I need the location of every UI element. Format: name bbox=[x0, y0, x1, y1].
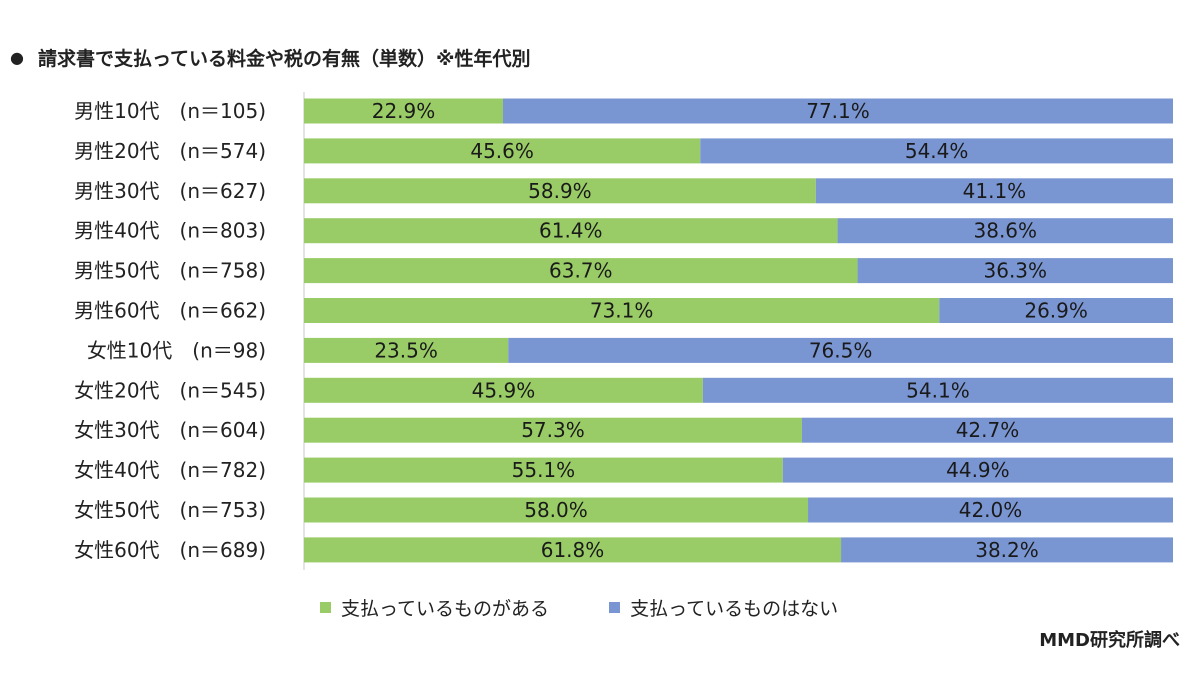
data-label-not-paying: 36.3% bbox=[984, 259, 1048, 283]
category-label: 男性60代 (n＝662) bbox=[74, 299, 266, 323]
data-label-paying: 45.9% bbox=[472, 378, 536, 402]
data-label-not-paying: 42.0% bbox=[959, 498, 1023, 522]
data-label-not-paying: 42.7% bbox=[956, 418, 1020, 442]
data-label-paying: 23.5% bbox=[374, 338, 438, 362]
legend-swatch-paying bbox=[320, 602, 331, 613]
bar-not-paying bbox=[503, 98, 1174, 124]
bar-paying bbox=[304, 218, 838, 244]
legend-label-not-paying: 支払っているものはない bbox=[630, 598, 839, 620]
data-label-paying: 63.7% bbox=[549, 259, 613, 283]
data-label-paying: 45.6% bbox=[470, 139, 534, 163]
data-label-not-paying: 77.1% bbox=[806, 99, 870, 123]
bar-paying bbox=[304, 377, 703, 403]
bar-paying bbox=[304, 337, 509, 363]
category-label: 女性60代 (n＝689) bbox=[74, 538, 266, 562]
source-credit: MMD研究所調べ bbox=[1039, 630, 1180, 651]
category-label: 男性10代 (n＝105) bbox=[74, 99, 266, 123]
data-label-paying: 61.8% bbox=[541, 538, 605, 562]
category-label: 女性40代 (n＝782) bbox=[74, 458, 266, 482]
data-label-not-paying: 38.2% bbox=[975, 538, 1039, 562]
bar-not-paying bbox=[801, 417, 1173, 443]
bar-not-paying bbox=[508, 337, 1174, 363]
bar-not-paying bbox=[782, 457, 1173, 483]
bar-paying bbox=[304, 497, 809, 523]
chart-title-text: 請求書で支払っている料金や税の有無（単数）※性年代別 bbox=[37, 47, 531, 70]
bar-not-paying bbox=[815, 178, 1173, 204]
data-label-paying: 58.9% bbox=[528, 179, 592, 203]
chart-title: ● 請求書で支払っている料金や税の有無（単数）※性年代別 bbox=[10, 42, 531, 72]
data-label-paying: 73.1% bbox=[590, 299, 654, 323]
data-label-not-paying: 54.4% bbox=[905, 139, 969, 163]
data-label-paying: 55.1% bbox=[512, 458, 576, 482]
bar-not-paying bbox=[702, 377, 1173, 403]
category-label: 男性50代 (n＝758) bbox=[74, 259, 266, 283]
category-label: 女性50代 (n＝753) bbox=[74, 498, 266, 522]
data-label-not-paying: 44.9% bbox=[946, 458, 1010, 482]
bar-not-paying bbox=[939, 298, 1173, 323]
bar-paying bbox=[304, 417, 802, 443]
category-label: 女性20代 (n＝545) bbox=[74, 378, 266, 402]
bar-not-paying bbox=[841, 537, 1173, 563]
bar-not-paying bbox=[808, 497, 1173, 523]
bar-not-paying bbox=[837, 218, 1173, 244]
bar-paying bbox=[304, 298, 940, 323]
data-label-paying: 57.3% bbox=[521, 418, 585, 442]
bar-not-paying bbox=[700, 138, 1173, 164]
legend-item-paying: 支払っているものがある bbox=[320, 594, 549, 621]
legend: 支払っているものがある 支払っているものはない bbox=[320, 594, 838, 621]
data-label-not-paying: 41.1% bbox=[963, 179, 1027, 203]
stacked-bar-chart: 男性10代 (n＝105) 22.9% 77.1% 男性20代 (n＝574) 45.6… bbox=[74, 92, 1174, 570]
legend-item-not-paying: 支払っているものはない bbox=[609, 594, 838, 621]
bar-not-paying bbox=[857, 258, 1173, 284]
data-label-not-paying: 76.5% bbox=[809, 338, 873, 362]
category-label: 女性30代 (n＝604) bbox=[74, 418, 266, 442]
category-label: 男性30代 (n＝627) bbox=[74, 179, 266, 203]
legend-label-paying: 支払っているものがある bbox=[341, 598, 550, 620]
data-label-not-paying: 26.9% bbox=[1024, 299, 1088, 323]
category-label: 男性40代 (n＝803) bbox=[74, 219, 266, 243]
data-label-not-paying: 38.6% bbox=[974, 219, 1038, 243]
bar-paying bbox=[304, 138, 701, 164]
legend-swatch-not-paying bbox=[609, 602, 621, 613]
bar-paying bbox=[304, 537, 842, 563]
category-label: 男性20代 (n＝574) bbox=[74, 139, 266, 163]
data-label-not-paying: 54.1% bbox=[906, 378, 970, 402]
category-label: 女性10代 (n＝98) bbox=[87, 338, 266, 362]
bullet-icon: ● bbox=[10, 47, 24, 67]
data-label-paying: 22.9% bbox=[372, 99, 436, 123]
bar-paying bbox=[304, 98, 504, 124]
bar-paying bbox=[304, 178, 816, 204]
bar-paying bbox=[304, 457, 783, 483]
data-label-paying: 61.4% bbox=[539, 219, 603, 243]
bar-paying bbox=[304, 258, 858, 284]
data-label-paying: 58.0% bbox=[524, 498, 588, 522]
